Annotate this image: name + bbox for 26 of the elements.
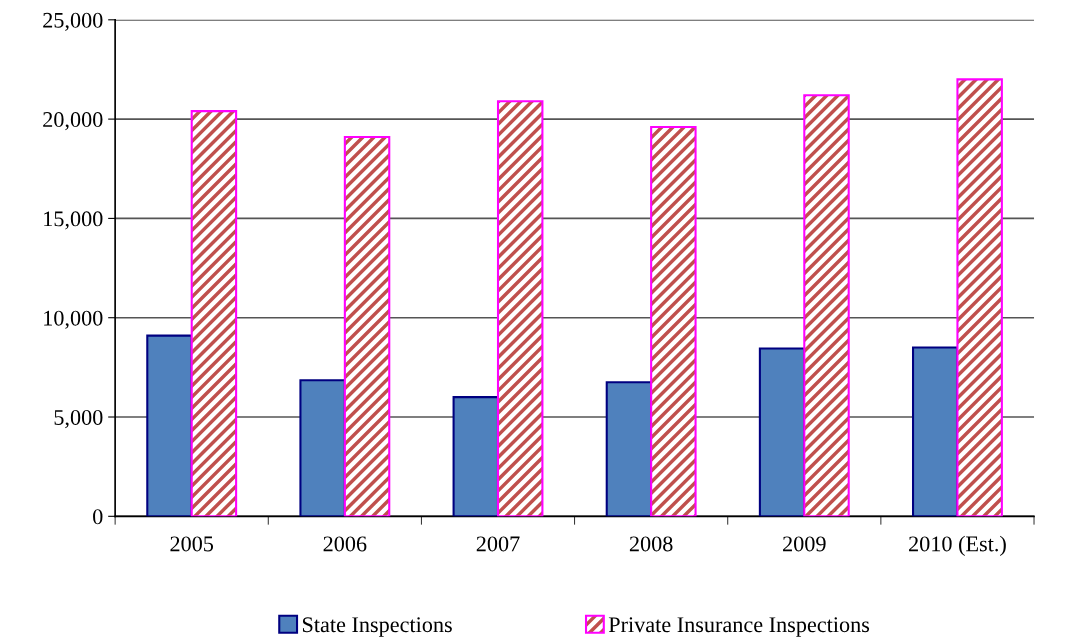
bar [146,334,193,517]
x-tick-label: 2005 [170,536,214,552]
y-tick-label: 5,000 [54,409,103,429]
bar [343,135,391,517]
bar [956,78,1003,517]
bar [452,396,500,517]
y-tick-label: 20,000 [43,112,103,131]
bar [803,94,850,517]
y-tick-label: 0 [93,509,103,525]
legend-label: State Inspections [302,617,452,637]
y-tick-label: 25,000 [43,12,103,31]
y-tick-label: 15,000 [44,211,103,230]
bar [605,381,653,517]
bar [299,379,346,517]
x-tick-label: 2007 [476,536,520,552]
legend-label: Private Insurance Inspections [608,617,870,637]
bar [650,126,697,517]
bar [758,347,806,517]
x-tick-label: 2009 [783,536,826,552]
bar [190,110,238,517]
bar [911,346,959,517]
x-tick-label: 2006 [323,536,367,552]
bar [496,100,544,517]
y-tick-label: 10,000 [44,310,103,329]
x-tick-label: 2008 [629,536,673,552]
x-tick-label: 2010 (Est.) [909,535,1006,556]
